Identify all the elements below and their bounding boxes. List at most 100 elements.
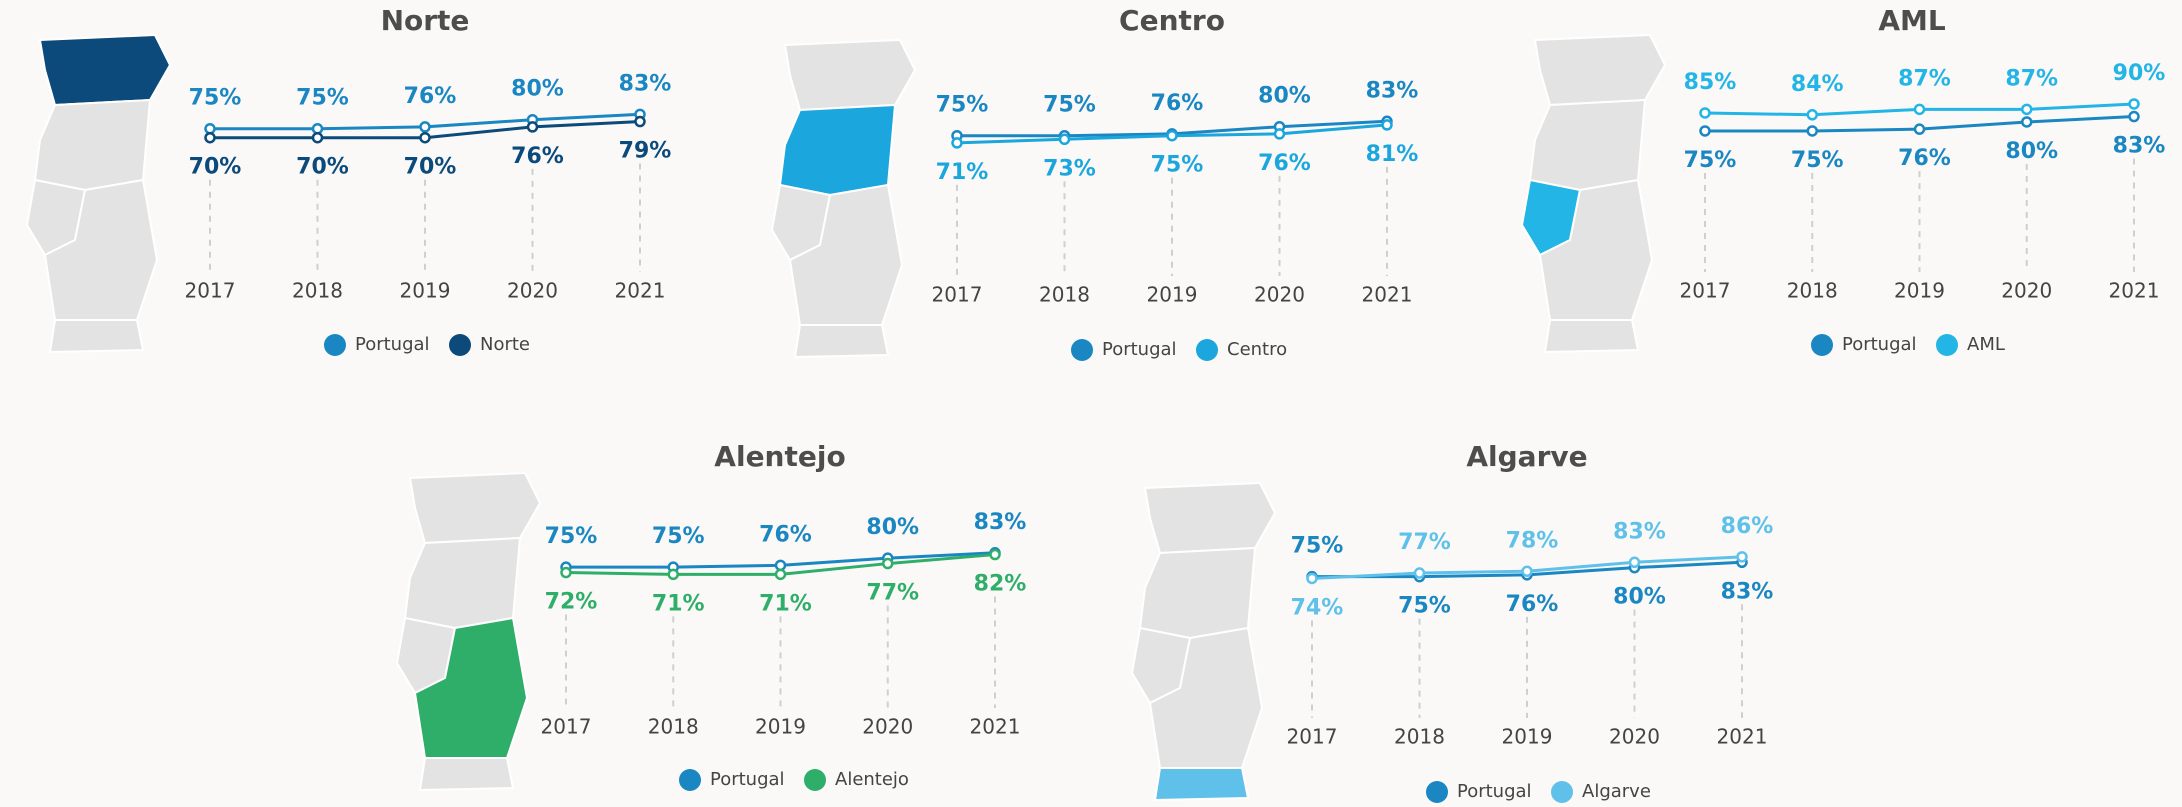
legend-label: Centro — [1227, 339, 1287, 360]
point — [774, 568, 787, 581]
region-map — [1130, 481, 1277, 802]
point — [1913, 103, 1926, 116]
data-label: 75% — [189, 86, 242, 111]
data-label: 72% — [545, 590, 598, 615]
map-region — [1153, 767, 1250, 802]
x-tick-label: 2020 — [507, 279, 558, 303]
point — [1806, 109, 1818, 121]
data-label: 73% — [1043, 156, 1096, 181]
region-map — [395, 471, 542, 792]
x-tick-label: 2017 — [1680, 279, 1731, 303]
legend-label: Algarve — [1582, 781, 1651, 802]
chart-title: Algarve — [1466, 440, 1587, 473]
point — [311, 131, 324, 144]
data-label: 75% — [1151, 153, 1204, 178]
point — [1166, 129, 1178, 142]
data-label: 81% — [1366, 142, 1419, 167]
legend-label: Norte — [480, 334, 530, 355]
data-label: 80% — [2005, 139, 2058, 164]
map-region — [783, 38, 917, 112]
data-label: 75% — [545, 524, 598, 549]
point — [419, 121, 431, 133]
data-label: 75% — [936, 93, 989, 118]
legend-swatch — [1071, 339, 1093, 361]
map-region — [793, 324, 890, 359]
region-map — [25, 33, 172, 354]
data-label: 76% — [1258, 151, 1311, 176]
x-tick-label: 2021 — [1362, 283, 1413, 307]
legend-swatch — [1426, 781, 1448, 803]
region-map — [770, 38, 917, 359]
point — [1806, 125, 1818, 137]
data-label: 75% — [652, 524, 705, 549]
x-tick-label: 2020 — [2001, 279, 2052, 303]
legend-swatch — [1551, 781, 1573, 803]
data-label: 75% — [1398, 594, 1451, 619]
x-tick-label: 2019 — [1147, 283, 1198, 307]
legend-label: Portugal — [1842, 334, 1917, 355]
point — [667, 568, 679, 581]
map-region — [1143, 481, 1277, 555]
data-label: 76% — [1151, 91, 1204, 116]
point — [311, 122, 324, 135]
data-label: 87% — [1898, 66, 1951, 91]
data-label: 71% — [652, 591, 705, 616]
x-tick-label: 2021 — [1717, 725, 1768, 749]
x-tick-label: 2018 — [648, 715, 699, 739]
data-label: 85% — [1684, 70, 1737, 95]
chart-title: Norte — [381, 4, 470, 37]
legend-label: Portugal — [1102, 339, 1177, 360]
panel: Centro 2017 2018 2019 2020 2021 75% 75% 76% 80% 83… — [770, 4, 1419, 361]
data-label: 83% — [1613, 519, 1666, 544]
data-label: 83% — [2113, 134, 2166, 159]
data-label: 84% — [1791, 72, 1844, 97]
map-region — [1533, 33, 1667, 107]
data-label: 77% — [1398, 530, 1451, 555]
data-label: 76% — [759, 522, 812, 547]
x-tick-label: 2020 — [1254, 283, 1305, 307]
x-tick-label: 2017 — [185, 279, 236, 303]
data-label: 86% — [1721, 514, 1774, 539]
map-region — [38, 33, 172, 107]
data-label: 76% — [1898, 146, 1951, 171]
legend-swatch — [1811, 334, 1833, 356]
point — [2128, 110, 2140, 123]
x-tick-label: 2019 — [1894, 279, 1945, 303]
data-label: 75% — [1791, 148, 1844, 173]
data-label: 75% — [1291, 534, 1344, 559]
point — [774, 559, 787, 572]
data-label: 76% — [404, 84, 457, 109]
data-label: 79% — [619, 139, 672, 164]
x-tick-label: 2017 — [541, 715, 592, 739]
data-label: 80% — [511, 77, 564, 102]
data-label: 83% — [1366, 78, 1419, 103]
x-tick-label: 2018 — [292, 279, 343, 303]
data-label: 76% — [1506, 592, 1559, 617]
x-tick-label: 2017 — [932, 283, 983, 307]
data-label: 71% — [936, 160, 989, 185]
point — [204, 122, 216, 135]
data-label: 90% — [2113, 61, 2166, 86]
point — [989, 548, 1001, 561]
data-label: 75% — [296, 86, 349, 111]
map-region — [408, 471, 542, 545]
point — [419, 131, 431, 144]
data-label: 83% — [1721, 579, 1774, 604]
point — [951, 137, 963, 149]
x-tick-label: 2020 — [1609, 725, 1660, 749]
legend-label: Portugal — [710, 769, 785, 790]
legend-swatch — [1936, 334, 1958, 356]
point — [1913, 123, 1926, 135]
map-region — [1138, 546, 1257, 640]
legend-swatch — [324, 334, 346, 356]
legend-label: Alentejo — [835, 769, 909, 790]
data-label: 70% — [296, 155, 349, 180]
map-region — [403, 536, 522, 630]
chart-title: Alentejo — [714, 440, 845, 473]
point — [1736, 551, 1748, 563]
data-label: 83% — [619, 71, 672, 96]
data-label: 71% — [759, 591, 812, 616]
x-tick-label: 2019 — [400, 279, 451, 303]
data-label: 83% — [974, 510, 1027, 535]
